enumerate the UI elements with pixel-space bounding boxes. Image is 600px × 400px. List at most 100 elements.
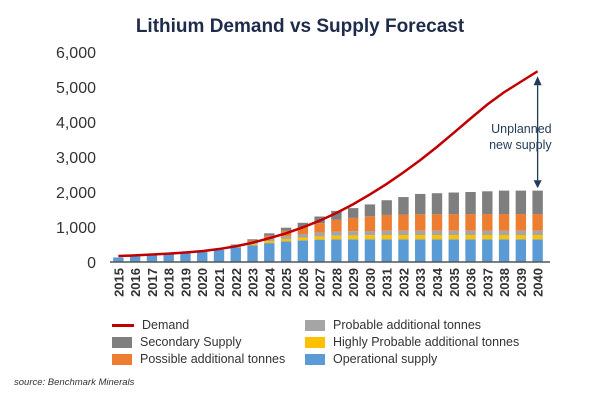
bar-segment xyxy=(364,235,376,240)
bar-segment xyxy=(498,230,510,236)
x-tick-label: 2039 xyxy=(514,268,529,297)
bar-segment xyxy=(482,235,493,240)
bar-segment xyxy=(415,193,426,215)
bar-segment xyxy=(431,193,443,215)
bar-segment xyxy=(180,253,191,262)
legend-swatch xyxy=(305,336,325,348)
bar-segment xyxy=(431,239,443,262)
x-tick-label: 2017 xyxy=(145,268,160,297)
bar-segment xyxy=(129,256,141,262)
legend-label: Possible additional tonnes xyxy=(140,352,286,366)
annotation-text: Unplanned xyxy=(491,122,552,136)
x-tick-label: 2034 xyxy=(430,267,445,297)
bar-segment xyxy=(465,192,476,215)
bar-segment xyxy=(297,222,309,227)
chart-title: Lithium Demand vs Supply Forecast xyxy=(135,16,465,37)
bar-segment xyxy=(398,239,409,262)
x-tick-label: 2026 xyxy=(296,268,311,297)
bar-segment xyxy=(331,231,342,236)
source-note: source: Benchmark Minerals xyxy=(14,377,135,388)
bar-segment xyxy=(297,240,309,262)
bar-segment xyxy=(415,214,426,231)
x-tick-label: 2025 xyxy=(279,268,294,297)
legend-swatch xyxy=(112,353,132,365)
arrow-head-up-icon xyxy=(533,76,542,86)
x-tick-label: 2040 xyxy=(531,268,546,297)
bar-segment xyxy=(381,230,392,236)
bar-segment xyxy=(515,190,527,215)
bar-segment xyxy=(113,257,124,262)
bar-segment xyxy=(197,251,208,262)
bar-segment xyxy=(448,239,459,262)
bar-segment xyxy=(280,238,292,242)
bar-segment xyxy=(498,239,510,262)
bar-segment xyxy=(482,214,493,231)
legend-item: Secondary Supply xyxy=(112,335,241,349)
annotation-text: new supply xyxy=(489,138,552,152)
bar-segment xyxy=(331,210,342,220)
x-tick-label: 2020 xyxy=(195,268,210,297)
legend-label: Highly Probable additional tonnes xyxy=(333,335,520,349)
legend-label: Demand xyxy=(142,318,190,332)
x-tick-label: 2024 xyxy=(262,267,277,297)
bar-segment xyxy=(532,214,543,231)
x-tick-label: 2033 xyxy=(413,268,428,297)
bar-segment xyxy=(364,216,376,232)
bar-segment xyxy=(297,237,309,241)
bar-segment xyxy=(431,235,443,240)
bar-segment xyxy=(431,214,443,231)
x-tick-label: 2018 xyxy=(162,268,177,297)
bar-segment xyxy=(532,230,543,236)
x-tick-label: 2029 xyxy=(346,268,361,297)
bar-segment xyxy=(482,230,493,236)
x-tick-label: 2036 xyxy=(464,268,479,297)
legend-swatch xyxy=(112,323,134,327)
bar-segment xyxy=(498,235,510,240)
bar-segment xyxy=(347,217,359,232)
bar-segment xyxy=(146,255,158,262)
legend-label: Probable additional tonnes xyxy=(333,318,482,332)
y-tick-label: 0 xyxy=(87,255,96,272)
bar-segment xyxy=(247,245,258,262)
legend-swatch xyxy=(305,319,325,331)
x-tick-label: 2023 xyxy=(246,268,261,297)
bar-segment xyxy=(247,239,258,241)
bar-segment xyxy=(398,197,409,215)
bar-segment xyxy=(280,227,292,231)
bar-segment xyxy=(314,232,325,237)
x-tick-label: 2022 xyxy=(229,268,244,297)
bar-segment xyxy=(465,230,476,236)
bar-segment xyxy=(465,239,476,262)
x-tick-label: 2016 xyxy=(128,268,143,297)
x-tick-label: 2021 xyxy=(212,268,227,297)
bar-segment xyxy=(448,235,459,240)
bar-segment xyxy=(431,230,443,236)
bar-segment xyxy=(465,235,476,240)
legend-label: Operational supply xyxy=(333,352,438,366)
x-tick-label: 2019 xyxy=(178,268,193,297)
y-tick-label: 6,000 xyxy=(56,45,96,62)
bar-segment xyxy=(280,236,292,239)
bar-segment xyxy=(364,204,376,217)
x-tick-label: 2030 xyxy=(363,268,378,297)
legend-label: Secondary Supply xyxy=(140,335,242,349)
bar-segment xyxy=(297,227,309,234)
x-tick-label: 2028 xyxy=(329,268,344,297)
legend-item: Probable additional tonnes xyxy=(305,318,481,332)
bar-segment xyxy=(381,214,392,231)
bar-segment xyxy=(280,241,292,262)
bar-segment xyxy=(381,235,392,240)
bar-segment xyxy=(347,208,359,218)
bar-segment xyxy=(331,219,342,232)
bar-segment xyxy=(515,239,527,262)
bar-segment xyxy=(381,200,392,215)
bar-segment xyxy=(415,235,426,240)
x-tick-label: 2035 xyxy=(447,268,462,297)
bar-segment xyxy=(364,239,376,262)
bar-segment xyxy=(247,243,258,246)
x-tick-label: 2038 xyxy=(497,268,512,297)
bar-segment xyxy=(213,249,225,262)
legend-item: Highly Probable additional tonnes xyxy=(305,335,519,349)
